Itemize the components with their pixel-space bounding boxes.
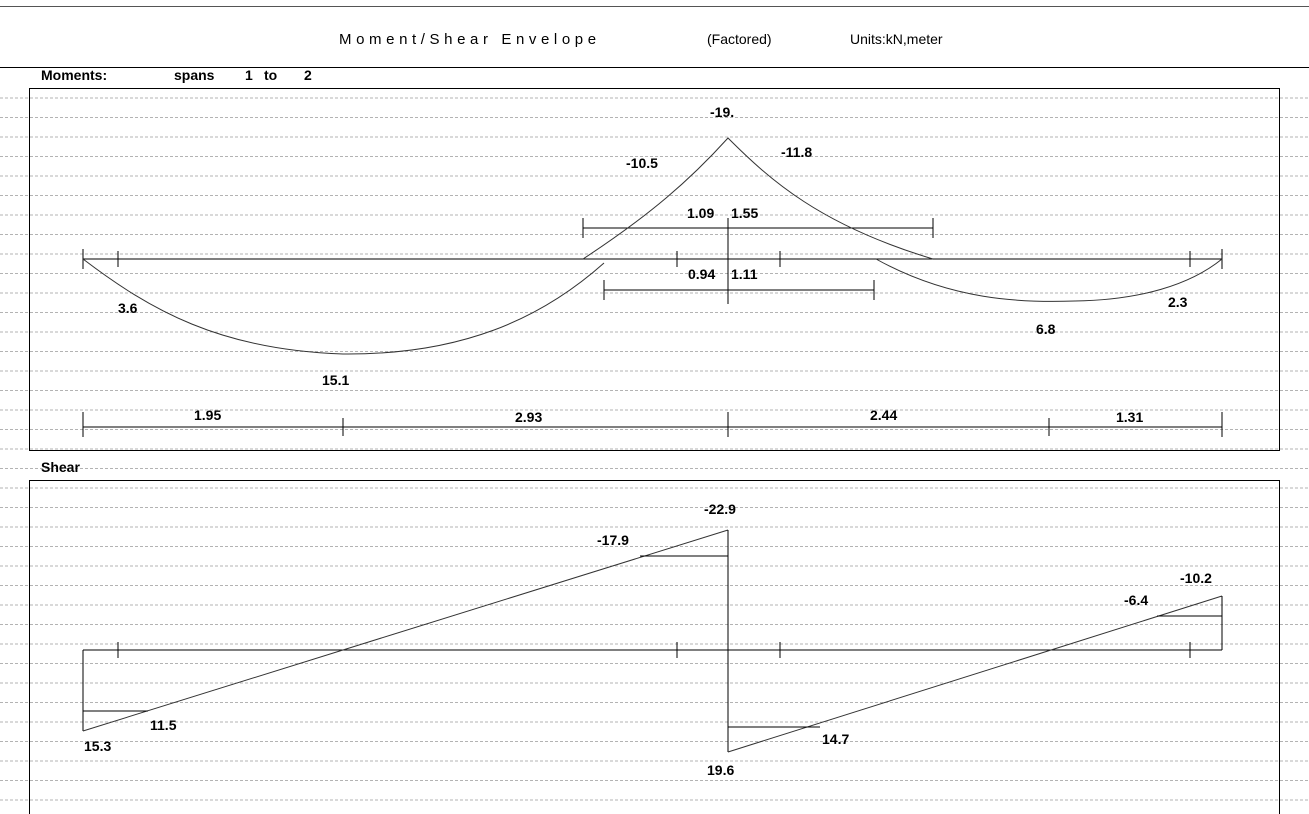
moments-panel — [29, 88, 1280, 451]
span-length-label: 2.93 — [515, 409, 542, 425]
header-units: Units:kN,meter — [850, 31, 943, 47]
shear-label-right-support: -10.2 — [1180, 570, 1212, 586]
moment-label-left-end: 3.6 — [118, 300, 138, 316]
moments-section-title: Moments: — [41, 67, 107, 83]
moment-label-support-left-face: -10.5 — [626, 155, 658, 171]
moment-curve-negative-support — [582, 137, 934, 260]
moments-spans-label: spans — [174, 67, 215, 83]
span-length-label: 1.95 — [194, 407, 221, 423]
moments-span-to: 2 — [304, 67, 312, 83]
shear-label-left-face: 11.5 — [150, 717, 177, 733]
positive-cutoff-right-label: 1.11 — [731, 266, 758, 282]
negative-extent-right-label: 1.55 — [731, 205, 758, 221]
moment-label-span2-max: 6.8 — [1036, 321, 1056, 337]
span-length-label: 2.44 — [870, 407, 897, 423]
shear-label-support-left-max: -22.9 — [704, 501, 736, 517]
shear-span1-diagonal — [82, 529, 729, 732]
moments-span-from: 1 — [245, 67, 253, 83]
moment-label-span1-max: 15.1 — [322, 372, 349, 388]
shear-label-support-left-face: -17.9 — [597, 532, 629, 548]
shear-label-left-support: 15.3 — [84, 738, 111, 754]
background-ruling — [0, 97, 1309, 801]
moment-label-right-end: 2.3 — [1168, 294, 1188, 310]
moment-label-support-right-face: -11.8 — [781, 144, 812, 160]
shear-label-support-right-max: 19.6 — [707, 762, 734, 778]
shear-span2-diagonal — [727, 595, 1223, 753]
moment-curve-span1-positive — [82, 258, 605, 355]
header-factored-label: (Factored) — [707, 31, 772, 47]
shear-section-title: Shear — [41, 459, 80, 475]
shear-panel — [29, 480, 1280, 814]
moment-label-support-peak: -19. — [710, 104, 734, 120]
positive-cutoff-left-label: 0.94 — [688, 266, 715, 282]
moments-span-to-word: to — [264, 67, 277, 83]
header-title: Moment/Shear Envelope — [339, 31, 601, 48]
shear-label-support-right-face: 14.7 — [822, 731, 849, 747]
negative-extent-left-label: 1.09 — [687, 205, 714, 221]
moment-curve-span2-positive — [875, 258, 1223, 302]
span-length-label: 1.31 — [1116, 409, 1143, 425]
shear-label-right-face: -6.4 — [1124, 592, 1148, 608]
